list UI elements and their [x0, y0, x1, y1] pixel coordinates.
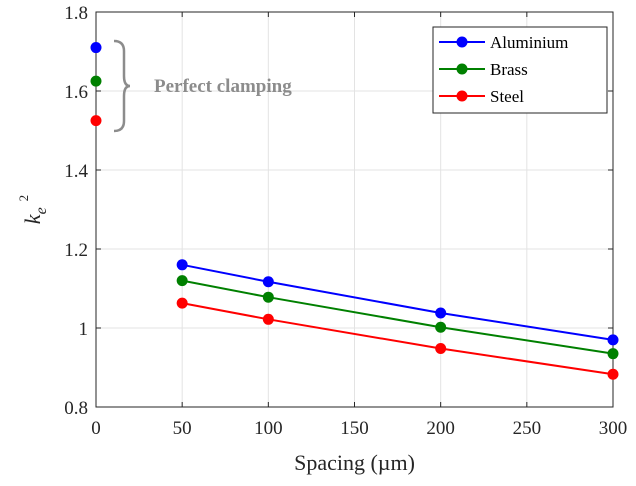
- data-point-steel: [262, 313, 274, 325]
- y-axis-title-superscript: 2: [16, 195, 31, 202]
- clamped-point-aluminium: [90, 42, 102, 54]
- data-point-steel: [607, 368, 619, 380]
- y-tick-label: 0.8: [64, 398, 88, 419]
- data-point-brass: [176, 275, 188, 287]
- y-axis-title: ke2: [16, 195, 50, 224]
- x-tick-label: 100: [254, 418, 283, 439]
- x-tick-label: 300: [599, 418, 628, 439]
- series: [90, 42, 619, 380]
- legend-label-steel: Steel: [490, 87, 524, 106]
- x-tick-label: 150: [340, 418, 369, 439]
- data-point-brass: [262, 291, 274, 303]
- y-tick-label: 1.2: [64, 240, 88, 261]
- data-point-aluminium: [262, 276, 274, 288]
- series-steel: [90, 115, 619, 380]
- data-point-aluminium: [435, 307, 447, 319]
- legend-marker-steel: [456, 90, 468, 102]
- data-point-steel: [435, 343, 447, 355]
- legend-label-brass: Brass: [490, 60, 528, 79]
- y-tick-label: 1.4: [64, 161, 88, 182]
- x-tick-label: 200: [426, 418, 455, 439]
- perfect-clamping-annotation: Perfect clamping: [113, 39, 292, 133]
- series-line-aluminium: [181, 263, 614, 341]
- y-tick-label: 1.6: [64, 82, 88, 103]
- data-point-brass: [607, 348, 619, 360]
- data-point-steel: [176, 297, 188, 309]
- x-tick-label: 0: [91, 418, 101, 439]
- y-axis-title-subscript: e: [33, 207, 50, 214]
- clamped-point-steel: [90, 115, 102, 127]
- annotation-label: Perfect clamping: [154, 76, 292, 97]
- y-tick-label: 1.8: [64, 3, 88, 24]
- series-line-steel: [181, 302, 614, 376]
- legend-entries: Aluminium Brass Steel: [439, 33, 568, 106]
- axis-ticks: 0 50 100 150 200 250 300 0.8 1 1.2 1.4 1.6 1.8: [64, 3, 627, 439]
- series-brass: [90, 75, 619, 360]
- data-point-aluminium: [176, 259, 188, 271]
- legend-label-aluminium: Aluminium: [490, 33, 568, 52]
- x-tick-label: 250: [513, 418, 542, 439]
- curly-brace: [113, 39, 131, 133]
- series-aluminium: [90, 42, 619, 346]
- data-point-brass: [435, 321, 447, 333]
- legend-marker-aluminium: [456, 36, 468, 48]
- series-line-brass: [181, 279, 614, 355]
- y-tick-label: 1: [79, 319, 89, 340]
- y-axis-title-base: k: [20, 213, 45, 224]
- clamped-point-brass: [90, 75, 102, 87]
- x-tick-label: 50: [173, 418, 192, 439]
- legend: Aluminium Brass Steel: [432, 26, 608, 114]
- data-point-aluminium: [607, 334, 619, 346]
- x-axis-title: Spacing (µm): [294, 450, 415, 475]
- legend-marker-brass: [456, 63, 468, 75]
